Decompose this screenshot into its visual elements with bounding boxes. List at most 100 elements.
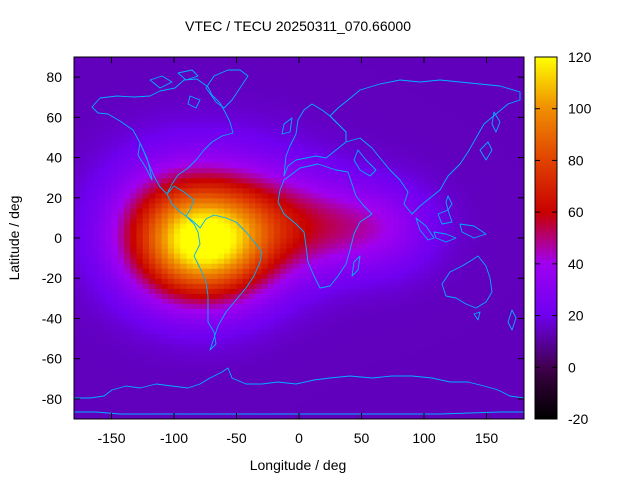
heatmap-cell (330, 348, 338, 355)
heatmap-cell (430, 232, 438, 239)
heatmap-cell (74, 328, 81, 335)
heatmap-cell (505, 308, 513, 315)
heatmap-cell (417, 388, 425, 395)
heatmap-cell (174, 273, 181, 279)
heatmap-cell (167, 353, 175, 360)
heatmap-cell (342, 263, 350, 269)
heatmap-cell (74, 393, 81, 400)
heatmap-cell (411, 313, 419, 320)
heatmap-cell (361, 197, 369, 204)
heatmap-cell (505, 398, 513, 405)
heatmap-cell (236, 227, 244, 234)
heatmap-cell (80, 172, 88, 179)
heatmap-cell (355, 152, 363, 159)
heatmap-cell (167, 253, 175, 259)
heatmap-cell (474, 323, 481, 330)
heatmap-cell (405, 263, 413, 269)
heatmap-cell (155, 303, 163, 309)
heatmap-cell (105, 172, 113, 179)
heatmap-cell (430, 408, 438, 415)
heatmap-cell (455, 167, 463, 174)
heatmap-cell (449, 92, 456, 98)
heatmap-cell (286, 298, 294, 304)
heatmap-cell (399, 408, 406, 415)
heatmap-cell (205, 197, 213, 204)
heatmap-cell (249, 142, 256, 149)
heatmap-cell (399, 318, 406, 325)
heatmap-cell (424, 253, 431, 259)
heatmap-cell (442, 398, 450, 405)
heatmap-cell (199, 172, 206, 179)
heatmap-cell (417, 328, 425, 335)
heatmap-cell (180, 62, 188, 68)
heatmap-cell (111, 207, 119, 214)
heatmap-cell (280, 107, 288, 113)
heatmap-cell (480, 333, 488, 340)
heatmap-cell (380, 278, 388, 284)
heatmap-cell (461, 288, 469, 294)
heatmap-cell (224, 358, 231, 365)
heatmap-cell (167, 243, 175, 249)
heatmap-cell (430, 263, 438, 269)
heatmap-cell (349, 147, 356, 154)
heatmap-cell (167, 338, 175, 345)
heatmap-cell (480, 283, 488, 289)
heatmap-cell (124, 107, 131, 113)
heatmap-cell (417, 393, 425, 400)
heatmap-cell (417, 353, 425, 360)
heatmap-cell (392, 167, 400, 174)
heatmap-cell (211, 353, 219, 360)
heatmap-cell (349, 152, 356, 159)
heatmap-cell (492, 288, 500, 294)
heatmap-cell (361, 413, 369, 419)
heatmap-cell (230, 348, 238, 355)
heatmap-cell (499, 313, 506, 320)
heatmap-cell (399, 363, 406, 370)
heatmap-cell (174, 217, 181, 224)
heatmap-cell (92, 87, 100, 93)
heatmap-cell (80, 303, 88, 309)
heatmap-cell (374, 408, 381, 415)
heatmap-cell (80, 92, 88, 98)
heatmap-cell (205, 258, 213, 264)
heatmap-cell (311, 398, 319, 405)
heatmap-cell (180, 177, 188, 184)
heatmap-cell (349, 318, 356, 325)
heatmap-cell (149, 77, 156, 83)
heatmap-cell (299, 343, 306, 350)
heatmap-cell (424, 117, 431, 123)
heatmap-cell (436, 383, 444, 390)
heatmap-cell (224, 368, 231, 375)
heatmap-cell (236, 97, 244, 103)
heatmap-cell (492, 353, 500, 360)
heatmap-cell (149, 152, 156, 159)
heatmap-cell (367, 358, 375, 365)
heatmap-cell (411, 388, 419, 395)
heatmap-cell (461, 62, 469, 68)
heatmap-cell (180, 348, 188, 355)
heatmap-cell (480, 253, 488, 259)
heatmap-cell (92, 383, 100, 390)
heatmap-cell (242, 132, 250, 139)
heatmap-cell (167, 227, 175, 234)
heatmap-cell (205, 147, 213, 154)
heatmap-cell (330, 413, 338, 419)
heatmap-cell (80, 212, 88, 219)
heatmap-cell (230, 162, 238, 169)
heatmap-cell (124, 258, 131, 264)
heatmap-cell (317, 197, 325, 204)
heatmap-cell (386, 72, 394, 78)
heatmap-cell (311, 137, 319, 144)
heatmap-cell (480, 172, 488, 179)
heatmap-cell (392, 413, 400, 419)
heatmap-cell (274, 278, 281, 284)
heatmap-cell (436, 207, 444, 214)
heatmap-cell (405, 197, 413, 204)
heatmap-cell (155, 323, 163, 330)
heatmap-cell (380, 333, 388, 340)
heatmap-cell (267, 408, 275, 415)
heatmap-cell (480, 92, 488, 98)
heatmap-cell (111, 57, 119, 63)
heatmap-cell (442, 303, 450, 309)
heatmap-cell (336, 363, 344, 370)
